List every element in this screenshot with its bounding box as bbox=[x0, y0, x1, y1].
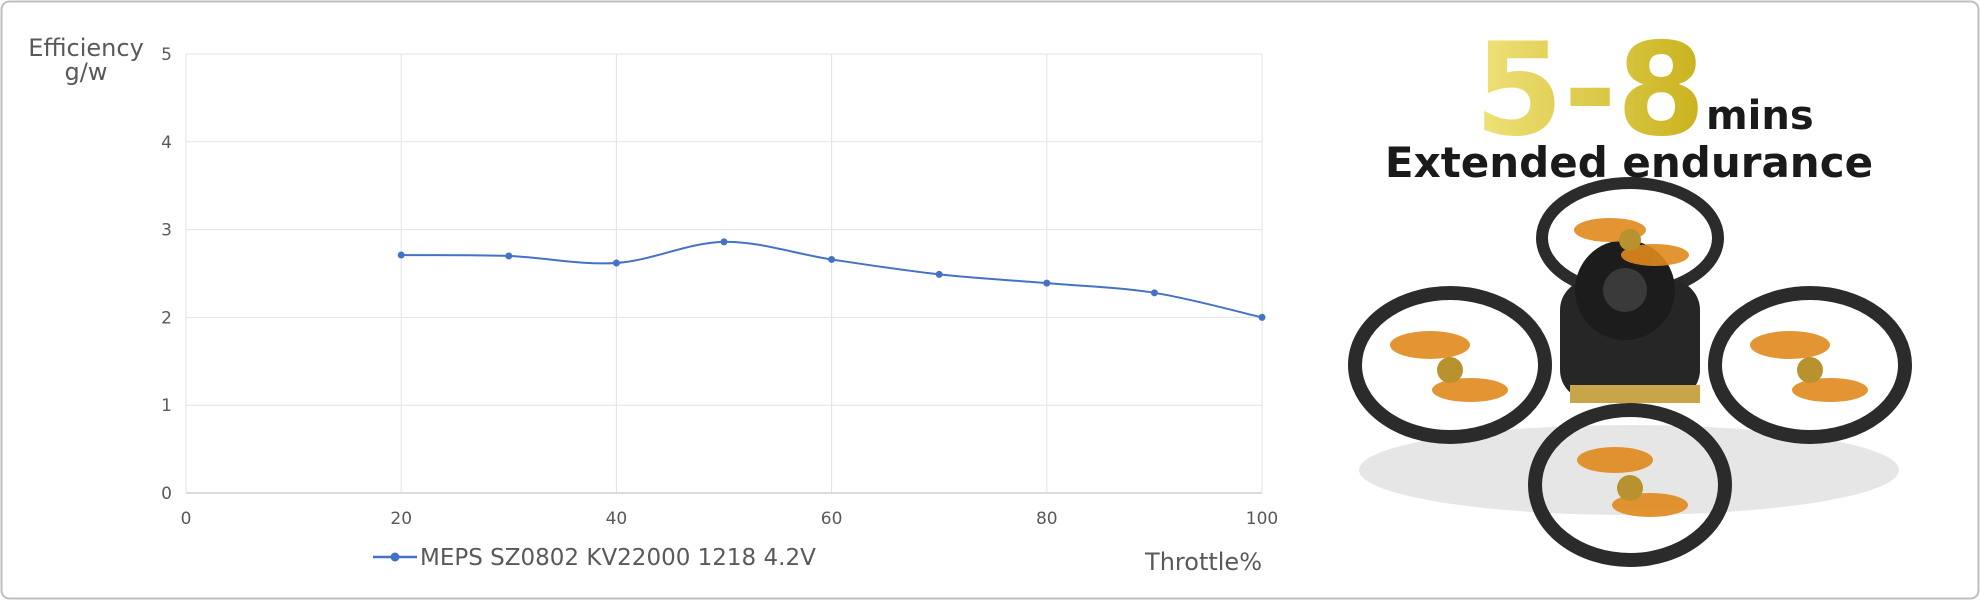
x-tick-label: 40 bbox=[606, 509, 628, 529]
data-point bbox=[397, 251, 405, 259]
y-axis-label: g/w bbox=[65, 58, 108, 86]
headline: 5-8 bbox=[1474, 16, 1705, 165]
data-point bbox=[935, 270, 943, 278]
x-tick-label: 60 bbox=[821, 509, 843, 529]
x-tick-label: 80 bbox=[1036, 509, 1058, 529]
x-axis-label: Throttle% bbox=[1144, 548, 1262, 576]
y-tick-label: 5 bbox=[161, 45, 172, 65]
subtitle: Extended endurance bbox=[1385, 138, 1873, 187]
y-tick-label: 1 bbox=[161, 396, 172, 416]
y-tick-label: 0 bbox=[161, 484, 172, 504]
data-point bbox=[1258, 313, 1266, 321]
drone-illustration bbox=[1348, 177, 1912, 567]
headline-unit: mins bbox=[1706, 93, 1814, 139]
legend-marker bbox=[390, 552, 400, 562]
x-tick-label: 100 bbox=[1246, 509, 1278, 529]
data-point bbox=[505, 252, 513, 260]
y-axis-label: Efficiency bbox=[28, 34, 144, 62]
legend-label: MEPS SZ0802 KV22000 1218 4.2V bbox=[420, 545, 816, 571]
data-point bbox=[1150, 289, 1158, 297]
data-point bbox=[612, 259, 620, 267]
y-tick-label: 2 bbox=[161, 308, 172, 328]
x-tick-label: 20 bbox=[390, 509, 412, 529]
y-tick-label: 3 bbox=[161, 221, 172, 241]
y-tick-label: 4 bbox=[161, 133, 172, 153]
data-point bbox=[828, 255, 836, 263]
data-point bbox=[1043, 279, 1051, 287]
x-tick-label: 0 bbox=[181, 509, 192, 529]
data-point bbox=[720, 238, 728, 246]
